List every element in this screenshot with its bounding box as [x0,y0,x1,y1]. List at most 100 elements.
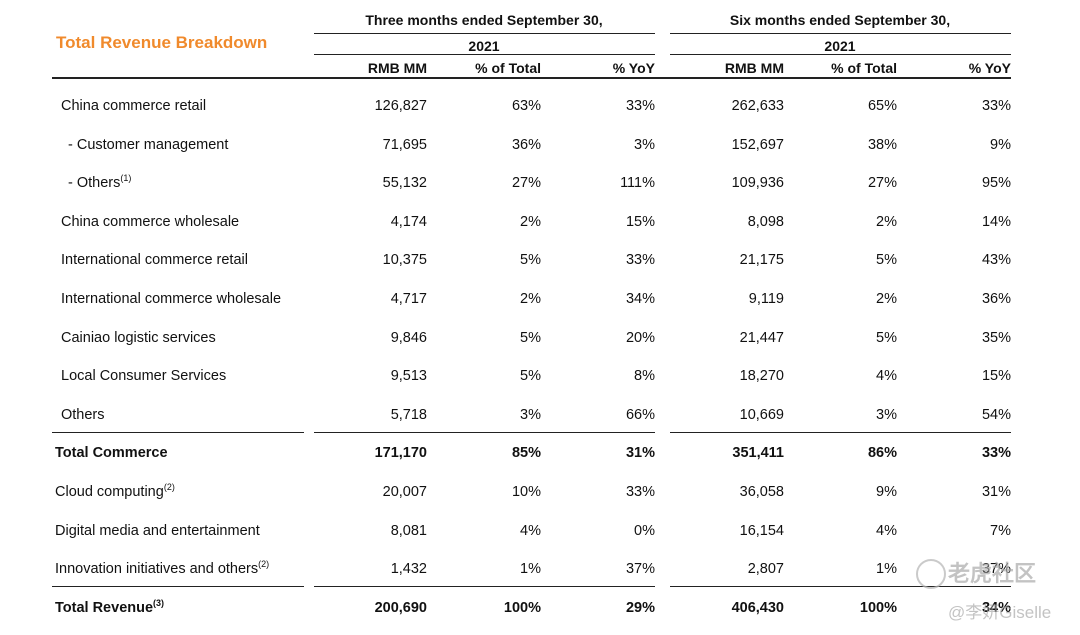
table-cell: 262,633 [731,98,784,114]
table-cell: 406,430 [731,600,784,616]
table-cell: 10,669 [739,407,784,423]
table-cell: 9% [876,484,897,500]
table-cell: 171,170 [374,445,427,461]
table-cell: 54% [981,407,1011,423]
table-cell: 36% [511,137,541,153]
table-cell: 3% [520,407,541,423]
table-cell: 4,174 [390,214,427,230]
table-cell: 8,081 [390,523,427,539]
table-cell: 5% [876,252,897,268]
table-cell: 14% [981,214,1011,230]
row-label: China commerce wholesale [61,214,239,230]
column-header: % YoY [612,60,655,76]
row-label-text: International commerce wholesale [61,291,282,307]
table-cell: 31% [981,484,1011,500]
footnote-marker: (2) [258,559,270,570]
row-label-text: Local Consumer Services [61,368,227,384]
table-cell: 100% [859,600,897,616]
row-label: International commerce wholesale [61,291,281,307]
table-cell: 111% [620,175,655,191]
period-year-six-months: 2021 [824,38,856,54]
row-label-text: Digital media and entertainment [55,523,260,539]
table-cell: 33% [625,98,655,114]
table-cell: 2% [876,291,897,307]
footnote-marker: (1) [120,173,132,184]
table-cell: 63% [511,98,541,114]
subtotal-rule [314,432,655,433]
column-header: % of Total [831,60,897,76]
row-label: Cloud computing(2) [55,483,175,500]
table-cell: 10% [511,484,541,500]
row-label: Local Consumer Services [61,368,226,384]
table-cell: 2% [520,291,541,307]
table-cell: 1% [520,561,541,577]
table-cell: 21,175 [739,252,784,268]
table-cell: 109,936 [731,175,784,191]
table-cell: 2,807 [747,561,784,577]
table-cell: 5% [520,252,541,268]
subtotal-rule [314,586,655,587]
row-label: Cainiao logistic services [61,330,216,346]
row-label-text: China commerce retail [61,98,207,114]
footnote-marker: (3) [153,598,165,609]
table-cell: 9% [990,137,1011,153]
table-cell: 20,007 [382,484,427,500]
column-header: % YoY [968,60,1011,76]
table-cell: 86% [867,445,897,461]
table-cell: 16,154 [739,523,784,539]
table-cell: 9,513 [390,368,427,384]
row-label: Innovation initiatives and others(2) [55,559,270,577]
period-divider [670,54,1011,55]
table-cell: 37% [625,561,655,577]
row-label-text: China commerce wholesale [61,214,240,230]
period-header-three-months: Three months ended September 30, [365,12,603,28]
table-cell: 100% [503,600,541,616]
table-cell: 4% [520,523,541,539]
table-cell: 9,846 [390,330,427,346]
table-cell: 20% [625,330,655,346]
table-cell: 65% [867,98,897,114]
watermark-text: 老虎社区 [948,561,1037,586]
row-label-text: International commerce retail [61,252,248,268]
period-year-three-months: 2021 [468,38,500,54]
row-label-text: Cainiao logistic services [61,330,216,346]
table-cell: 2% [520,214,541,230]
table-cell: 4% [876,368,897,384]
row-label: International commerce retail [61,252,248,268]
column-header: RMB MM [724,60,784,76]
table-cell: 7% [990,523,1011,539]
row-label: Others [61,407,105,423]
row-label: - Others(1) [68,173,132,191]
table-cell: 33% [981,445,1011,461]
row-label: Digital media and entertainment [55,523,260,539]
table-cell: 15% [981,368,1011,384]
table-cell: 0% [634,523,655,539]
table-cell: 31% [625,445,655,461]
table-cell: 1% [876,561,897,577]
table-cell: 3% [634,137,655,153]
subtotal-rule [52,432,304,433]
table-cell: 36% [981,291,1011,307]
row-label: - Customer management [68,137,228,153]
table-cell: 33% [981,98,1011,114]
table-cell: 33% [625,484,655,500]
subtotal-rule [670,432,1011,433]
table-cell: 2% [876,214,897,230]
table-cell: 200,690 [374,600,427,616]
row-label-text: Cloud computing [55,484,164,500]
table-cell: 3% [876,407,897,423]
table-cell: 29% [625,600,655,616]
row-label-text: Total Revenue [55,600,154,616]
table-cell: 66% [625,407,655,423]
table-cell: 4,717 [390,291,427,307]
row-label: Total Commerce [55,445,168,461]
table-cell: 85% [511,445,541,461]
row-label: China commerce retail [61,98,206,114]
row-label-text: - Others [68,175,121,191]
table-cell: 8% [634,368,655,384]
table-cell: 34% [981,600,1011,616]
table-cell: 36,058 [739,484,784,500]
column-header: RMB MM [367,60,427,76]
period-divider [314,54,655,55]
row-label-text: Others [61,407,105,423]
